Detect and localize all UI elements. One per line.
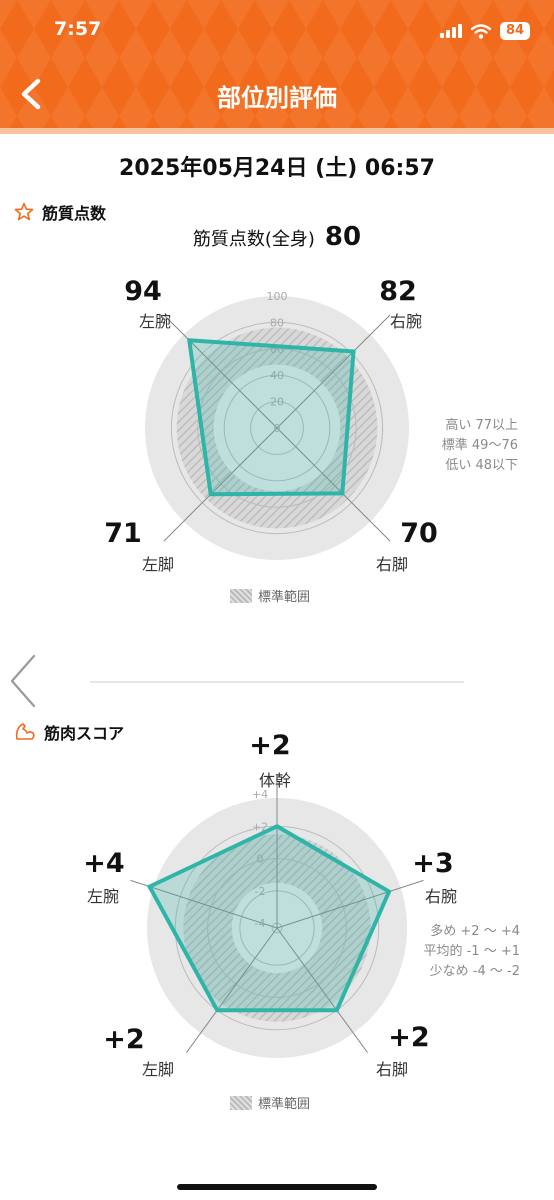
axis-spoke xyxy=(163,427,278,542)
part-value: +3 xyxy=(412,848,453,879)
flexed-arm-icon xyxy=(15,723,35,740)
hatch-swatch xyxy=(230,588,252,603)
part-name: 左脚 xyxy=(142,1060,174,1079)
home-indicator xyxy=(177,1184,377,1190)
axis-spoke xyxy=(130,879,278,929)
legend-few: 少なめ -4 〜 -2 xyxy=(429,964,520,979)
axis-tick-label: 80 xyxy=(270,316,284,329)
axis-tick-label: 20 xyxy=(270,396,284,409)
grid-ring xyxy=(223,374,331,482)
score-polygon xyxy=(146,824,392,1013)
axis-spoke xyxy=(276,879,424,929)
total-score: 筋質点数(全身) 80 xyxy=(0,222,554,252)
signal-icon xyxy=(440,24,462,38)
back-chevron-icon[interactable] xyxy=(14,76,50,112)
axis-tick-label: +2 xyxy=(252,820,268,833)
part-name: 左腕 xyxy=(87,887,119,906)
axis-tick-label: 100 xyxy=(267,290,288,303)
axis-spoke xyxy=(276,927,368,1053)
score-polygon xyxy=(186,338,356,497)
part-value: +2 xyxy=(249,730,290,761)
standard-range-label: 標準範囲 xyxy=(258,1097,311,1112)
axis-spoke xyxy=(186,927,278,1053)
standard-range-key: 標準範囲 xyxy=(230,586,310,605)
axis-spoke xyxy=(276,427,391,542)
axis-tick-label: +4 xyxy=(252,788,268,801)
muscle-score-title: 筋肉スコア xyxy=(44,724,125,743)
grid-ring xyxy=(170,321,384,535)
measurement-date: 2025年05月24日 (土) 06:57 xyxy=(119,156,435,181)
grid-ring xyxy=(197,348,357,508)
standard-range-key-2: 標準範囲 xyxy=(230,1093,310,1112)
part-value: +2 xyxy=(103,1024,144,1055)
axis-tick-label: -2 xyxy=(255,885,266,898)
wifi-icon xyxy=(471,23,491,39)
part-value: +2 xyxy=(388,1022,429,1053)
part-value: 82 xyxy=(379,276,417,307)
axis-tick-label: -4 xyxy=(255,917,266,930)
legend-high: 高い 77以上 xyxy=(445,418,518,433)
app-header xyxy=(0,0,554,128)
part-value: 70 xyxy=(400,518,438,549)
section-divider xyxy=(90,681,464,683)
legend-standard: 標準 49〜76 xyxy=(441,438,518,453)
total-score-label: 筋質点数(全身) xyxy=(192,229,315,250)
part-name: 右脚 xyxy=(376,555,408,574)
legend-many: 多め +2 〜 +4 xyxy=(430,924,520,939)
part-name: 左腕 xyxy=(139,312,171,331)
part-name: 体幹 xyxy=(259,771,291,790)
battery-icon: 84 xyxy=(500,22,530,40)
part-name: 左脚 xyxy=(142,555,174,574)
muscle-quality-title: 筋質点数 xyxy=(42,204,107,223)
part-name: 右腕 xyxy=(425,887,457,906)
total-score-value: 80 xyxy=(324,222,362,252)
part-name: 右腕 xyxy=(390,312,422,331)
header-divider xyxy=(0,128,554,134)
standard-range-label: 標準範囲 xyxy=(258,590,311,605)
muscle-quality-legend: 高い 77以上 標準 49〜76 低い 48以下 xyxy=(400,416,518,476)
part-value: 94 xyxy=(124,276,162,307)
muscle-score-legend: 多め +2 〜 +4 平均的 -1 〜 +1 少なめ -4 〜 -2 xyxy=(400,922,520,982)
part-value: 71 xyxy=(104,518,142,549)
left-chevron-icon[interactable] xyxy=(6,652,40,710)
page-title: 部位別評価 xyxy=(217,84,337,112)
part-value: +4 xyxy=(83,848,124,879)
muscle-quality-radar-chart: 10080604020094左腕82右腕70右脚71左脚 xyxy=(104,276,438,574)
star-outline-icon xyxy=(14,202,34,221)
legend-average: 平均的 -1 〜 +1 xyxy=(423,944,520,959)
muscle-score-radar-chart: +4 +2 0 -2 -4 +2 体幹 +3 右腕 +2 右脚 +2 左脚 +4 左腕 xyxy=(83,730,457,1079)
axis-tick-label: 0 xyxy=(274,422,281,435)
axis-spoke xyxy=(276,314,391,429)
axis-tick-label: 0 xyxy=(257,853,264,866)
grid-ring xyxy=(250,401,304,455)
hatch-swatch xyxy=(230,1095,252,1110)
axis-tick-label: 40 xyxy=(270,369,284,382)
legend-low: 低い 48以下 xyxy=(445,458,518,473)
muscle-score-header: 筋肉スコア xyxy=(14,720,124,744)
status-time: 7:57 xyxy=(54,18,102,40)
status-icons: 84 xyxy=(440,18,530,44)
axis-spoke xyxy=(163,314,278,429)
muscle-quality-header: 筋質点数 xyxy=(14,200,106,224)
part-name: 右脚 xyxy=(376,1060,408,1079)
